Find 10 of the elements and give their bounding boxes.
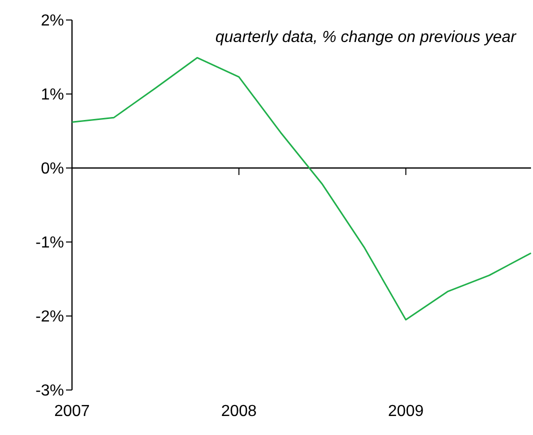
y-tick-label: 2% [40,12,64,30]
annotation: quarterly data, % change on previous year [215,29,517,46]
y-tick-label: 1% [40,86,64,104]
y-tick-label: -1% [36,234,64,252]
y-tick-label: -2% [36,308,64,326]
x-tick-label: 2007 [54,403,90,420]
x-tick-label: 2008 [221,403,257,420]
y-tick-label: -3% [36,382,64,400]
y-tick-label: 0% [40,160,64,178]
x-tick-label: 2009 [388,403,424,420]
